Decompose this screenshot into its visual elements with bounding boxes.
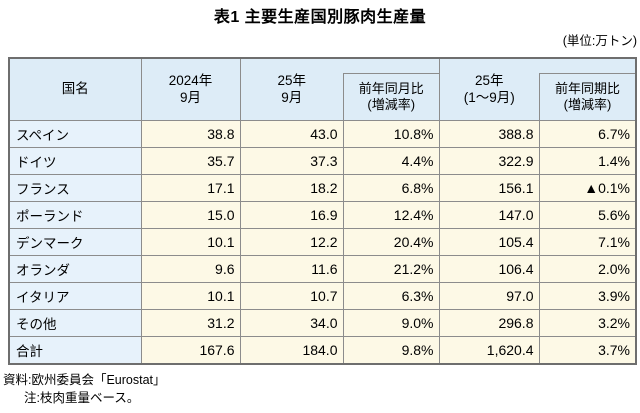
value-cell: 9.0% xyxy=(342,309,440,337)
table-row: オランダ 9.6 11.6 21.2% 106.4 2.0% xyxy=(8,255,637,283)
table-row: その他 31.2 34.0 9.0% 296.8 3.2% xyxy=(8,309,637,337)
header-country-label: 国名 xyxy=(61,81,89,97)
value-cell: 3.9% xyxy=(538,282,637,310)
value-cell: 106.4 xyxy=(438,255,540,283)
header-country: 国名 xyxy=(8,57,142,121)
value-cell: 15.0 xyxy=(140,201,241,229)
value-cell: 16.9 xyxy=(239,201,344,229)
header-mom-line2: (増減率) xyxy=(367,97,416,112)
header-yoy-box: 前年同期比 (増減率) xyxy=(539,73,635,120)
value-cell: 21.2% xyxy=(342,255,440,283)
country-cell: その他 xyxy=(8,309,142,337)
value-cell: 184.0 xyxy=(239,336,344,365)
value-cell: 18.2 xyxy=(239,174,344,202)
value-cell: 10.8% xyxy=(342,120,440,148)
value-cell: 147.0 xyxy=(438,201,540,229)
value-cell: 31.2 xyxy=(140,309,241,337)
table-row: ポーランド 15.0 16.9 12.4% 147.0 5.6% xyxy=(8,201,637,229)
value-cell: 34.0 xyxy=(239,309,344,337)
value-cell: 12.4% xyxy=(342,201,440,229)
value-cell: 9.8% xyxy=(342,336,440,365)
value-cell: 97.0 xyxy=(438,282,540,310)
header-2025-sep-line2: 9月 xyxy=(281,89,303,105)
production-table: 国名 2024年 9月 25年 9月 前年同月比 (増減率) 2 xyxy=(8,57,637,365)
value-cell: 35.7 xyxy=(140,147,241,175)
basis-note: 注:枝肉重量ベース。 xyxy=(24,391,140,405)
table-row: フランス 17.1 18.2 6.8% 156.1 ▲0.1% xyxy=(8,174,637,202)
country-cell: イタリア xyxy=(8,282,142,310)
value-cell: ▲0.1% xyxy=(538,174,637,202)
table-row: デンマーク 10.1 12.2 20.4% 105.4 7.1% xyxy=(8,228,637,256)
header-yoy-line2: (増減率) xyxy=(563,97,612,112)
value-cell: 3.7% xyxy=(538,336,637,365)
header-row: 国名 2024年 9月 25年 9月 前年同月比 (増減率) 2 xyxy=(8,57,637,121)
country-cell: ドイツ xyxy=(8,147,142,175)
value-cell: 167.6 xyxy=(140,336,241,365)
value-cell: 105.4 xyxy=(438,228,540,256)
value-cell: 11.6 xyxy=(239,255,344,283)
value-cell: 1,620.4 xyxy=(438,336,540,365)
header-mom-cell: 前年同月比 (増減率) xyxy=(343,57,440,121)
country-cell: デンマーク xyxy=(8,228,142,256)
header-mom-box: 前年同月比 (増減率) xyxy=(343,73,439,120)
table-row: 合計 167.6 184.0 9.8% 1,620.4 3.7% xyxy=(8,336,637,365)
unit-label: (単位:万トン) xyxy=(562,34,637,48)
value-cell: 5.6% xyxy=(538,201,637,229)
value-cell: 1.4% xyxy=(538,147,637,175)
header-yoy-line1: 前年同期比 xyxy=(554,81,620,97)
table-title: 表1 主要生産国別豚肉生産量 xyxy=(213,9,427,26)
country-cell: 合計 xyxy=(8,336,142,365)
value-cell: 388.8 xyxy=(438,120,540,148)
value-cell: 4.4% xyxy=(342,147,440,175)
value-cell: 9.6 xyxy=(140,255,241,283)
header-2025-sep: 25年 9月 xyxy=(239,57,343,121)
country-cell: フランス xyxy=(8,174,142,202)
header-2024-sep-line1: 2024年 xyxy=(168,72,213,88)
table-row: ドイツ 35.7 37.3 4.4% 322.9 1.4% xyxy=(8,147,637,175)
value-cell: 6.3% xyxy=(342,282,440,310)
table-body: スペイン 38.8 43.0 10.8% 388.8 6.7% ドイツ 35.7 37.3 4.4… xyxy=(8,120,637,365)
value-cell: 10.1 xyxy=(140,282,241,310)
value-cell: 322.9 xyxy=(438,147,540,175)
country-cell: ポーランド xyxy=(8,201,142,229)
source-note: 資料:欧州委員会「Eurostat」 xyxy=(3,373,166,387)
value-cell: 38.8 xyxy=(140,120,241,148)
value-cell: 7.1% xyxy=(538,228,637,256)
header-2025-jan-sep-line1: 25年 xyxy=(474,72,504,88)
header-2025-jan-sep-line2: (1〜9月) xyxy=(463,89,515,105)
table-row: スペイン 38.8 43.0 10.8% 388.8 6.7% xyxy=(8,120,637,148)
value-cell: 156.1 xyxy=(438,174,540,202)
header-2024-sep: 2024年 9月 xyxy=(140,57,241,121)
value-cell: 37.3 xyxy=(239,147,344,175)
value-cell: 6.7% xyxy=(538,120,637,148)
value-cell: 12.2 xyxy=(239,228,344,256)
header-yoy-cell: 前年同期比 (増減率) xyxy=(539,57,637,121)
value-cell: 3.2% xyxy=(538,309,637,337)
country-cell: オランダ xyxy=(8,255,142,283)
table-header: 国名 2024年 9月 25年 9月 前年同月比 (増減率) 2 xyxy=(8,57,637,121)
table-row: イタリア 10.1 10.7 6.3% 97.0 3.9% xyxy=(8,282,637,310)
value-cell: 17.1 xyxy=(140,174,241,202)
value-cell: 20.4% xyxy=(342,228,440,256)
header-2024-sep-line2: 9月 xyxy=(179,89,201,105)
value-cell: 10.1 xyxy=(140,228,241,256)
header-2025-jan-sep: 25年 (1〜9月) xyxy=(438,57,539,121)
header-2025-sep-line1: 25年 xyxy=(277,72,307,88)
value-cell: 10.7 xyxy=(239,282,344,310)
value-cell: 43.0 xyxy=(239,120,344,148)
header-mom-line1: 前年同月比 xyxy=(358,81,424,97)
value-cell: 6.8% xyxy=(342,174,440,202)
value-cell: 2.0% xyxy=(538,255,637,283)
country-cell: スペイン xyxy=(8,120,142,148)
value-cell: 296.8 xyxy=(438,309,540,337)
